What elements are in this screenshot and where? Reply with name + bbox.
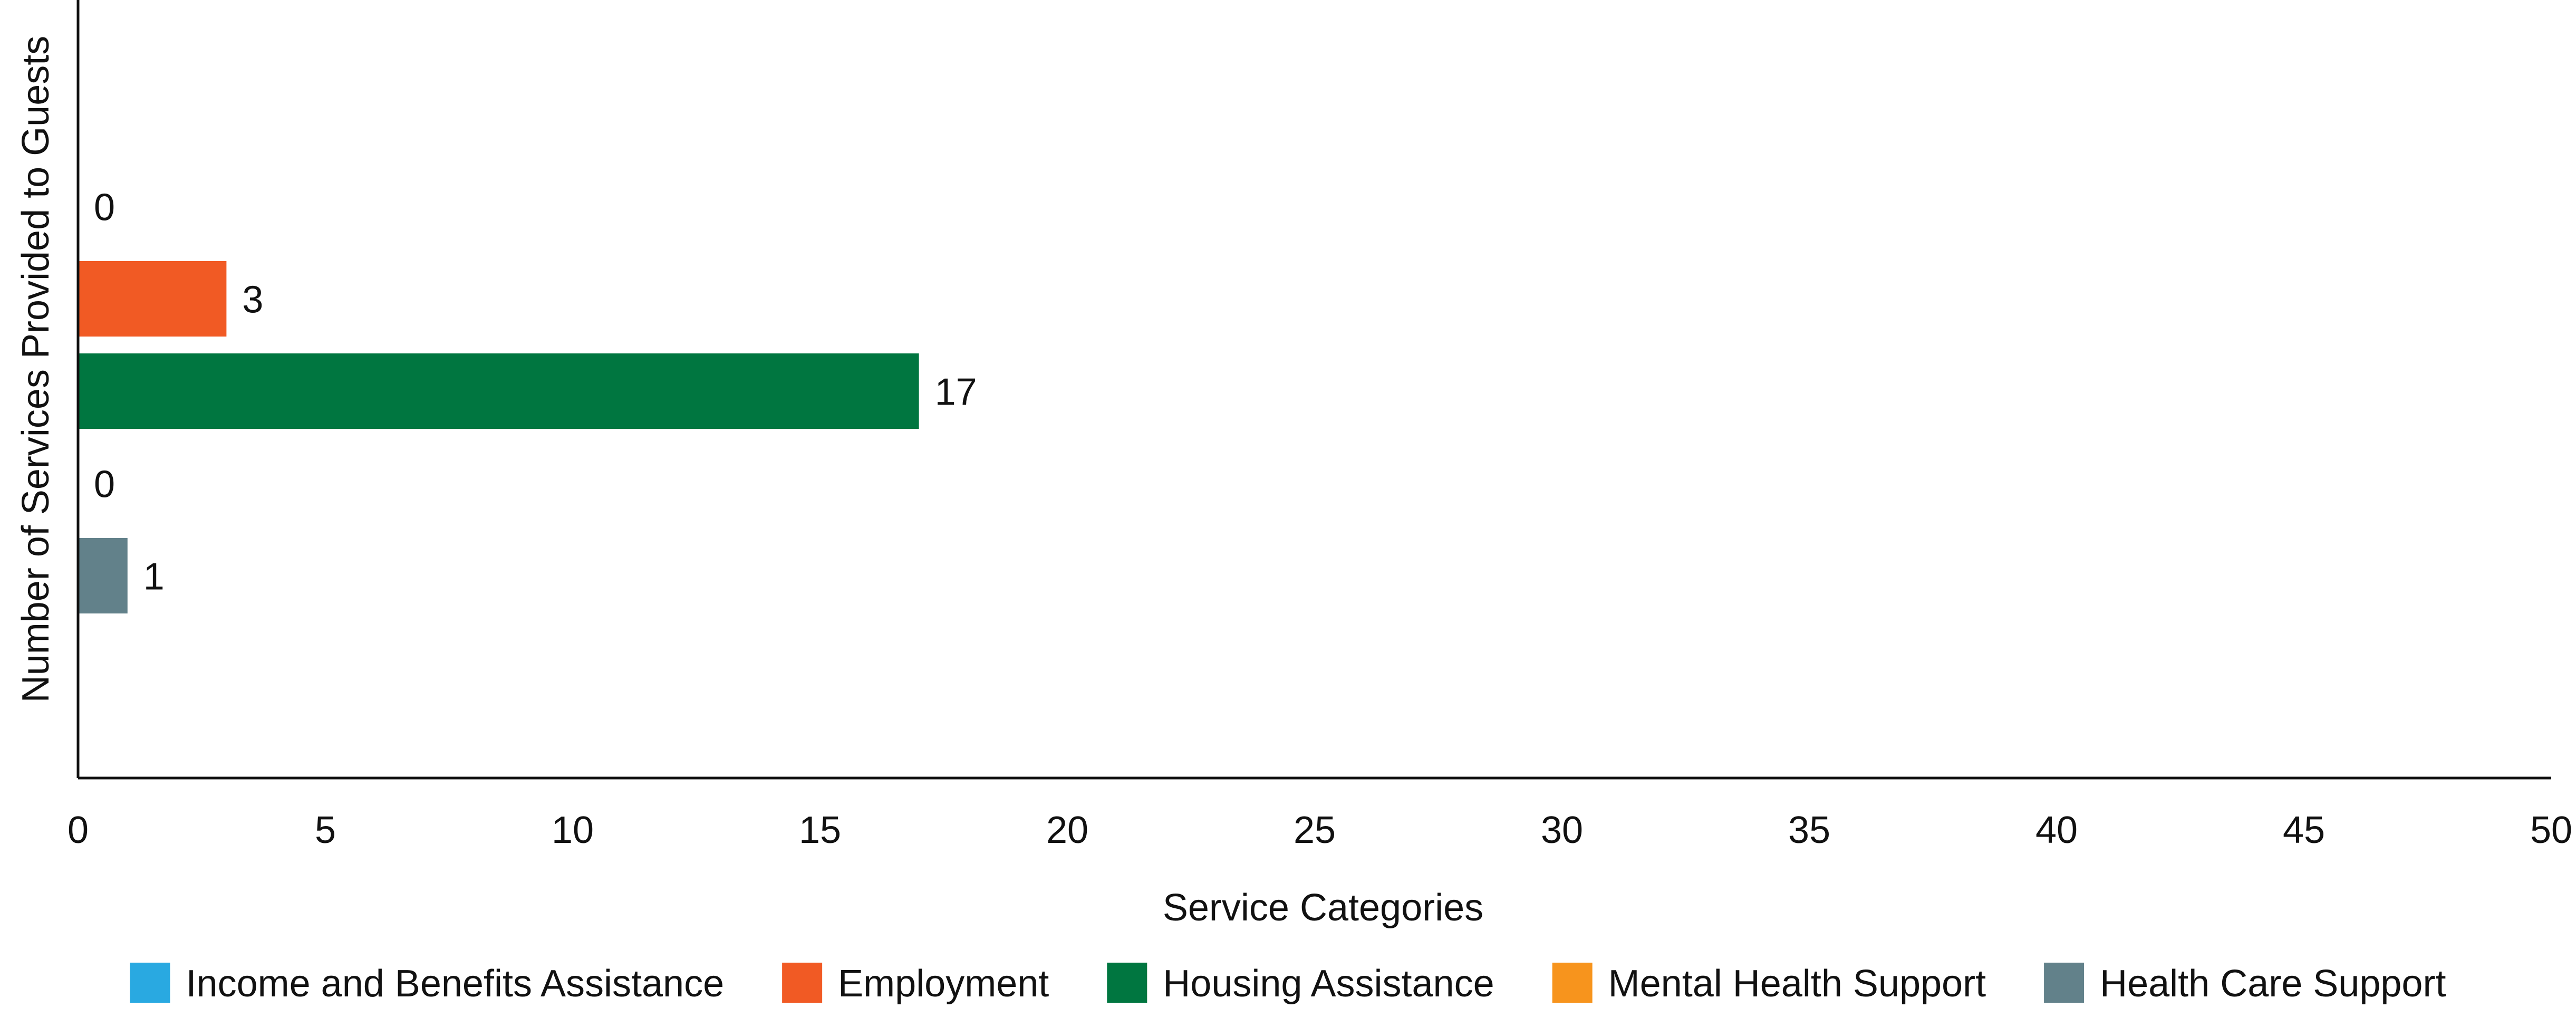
x-tick-label: 30	[1541, 809, 1583, 851]
bar-data-label: 1	[143, 556, 165, 598]
legend-swatch	[1107, 963, 1147, 1003]
legend-label: Mental Health Support	[1608, 963, 1986, 1005]
bar-data-label: 0	[94, 187, 115, 229]
x-tick-labels: 0 5 10 15 20 25 30 35 40 45 50	[67, 809, 2572, 851]
legend-label: Health Care Support	[2100, 963, 2446, 1005]
x-tick-label: 20	[1046, 809, 1088, 851]
x-tick-label: 10	[552, 809, 594, 851]
bar-data-label: 17	[935, 371, 977, 414]
x-tick-label: 45	[2283, 809, 2325, 851]
data-labels-layer: 0 3 17 0 1	[94, 187, 977, 598]
legend-label: Employment	[838, 963, 1049, 1005]
x-tick-label: 0	[67, 809, 89, 851]
legend-item: Income and Benefits Assistance	[130, 963, 725, 1005]
legend-item: Mental Health Support	[1552, 963, 1986, 1005]
y-axis-title: Number of Services Provided to Guests	[15, 36, 57, 703]
legend-label: Income and Benefits Assistance	[186, 963, 725, 1005]
legend-swatch	[782, 963, 823, 1003]
legend-item: Housing Assistance	[1107, 963, 1494, 1005]
x-tick-label: 40	[2035, 809, 2078, 851]
axes-layer: 0 5 10 15 20 25 30 35 40 45 50 Service Categories …	[15, 0, 2572, 929]
legend-item: Health Care Support	[2044, 963, 2446, 1005]
legend-swatch	[1552, 963, 1593, 1003]
bar-data-label: 0	[94, 464, 115, 506]
bar	[78, 261, 227, 337]
legend-item: Employment	[782, 963, 1049, 1005]
x-tick-label: 50	[2530, 809, 2572, 851]
bar-data-label: 3	[242, 279, 263, 321]
x-tick-label: 35	[1788, 809, 1830, 851]
x-tick-label: 25	[1294, 809, 1336, 851]
x-tick-label: 15	[799, 809, 841, 851]
legend-label: Housing Assistance	[1163, 963, 1494, 1005]
bar	[78, 353, 919, 429]
bar	[78, 538, 128, 613]
bars-layer	[78, 261, 919, 613]
legend: Income and Benefits Assistance Employment…	[130, 963, 2446, 1005]
legend-swatch	[130, 963, 170, 1003]
legend-swatch	[2044, 963, 2085, 1003]
x-tick-label: 5	[315, 809, 336, 851]
x-axis-title: Service Categories	[1163, 887, 1483, 929]
